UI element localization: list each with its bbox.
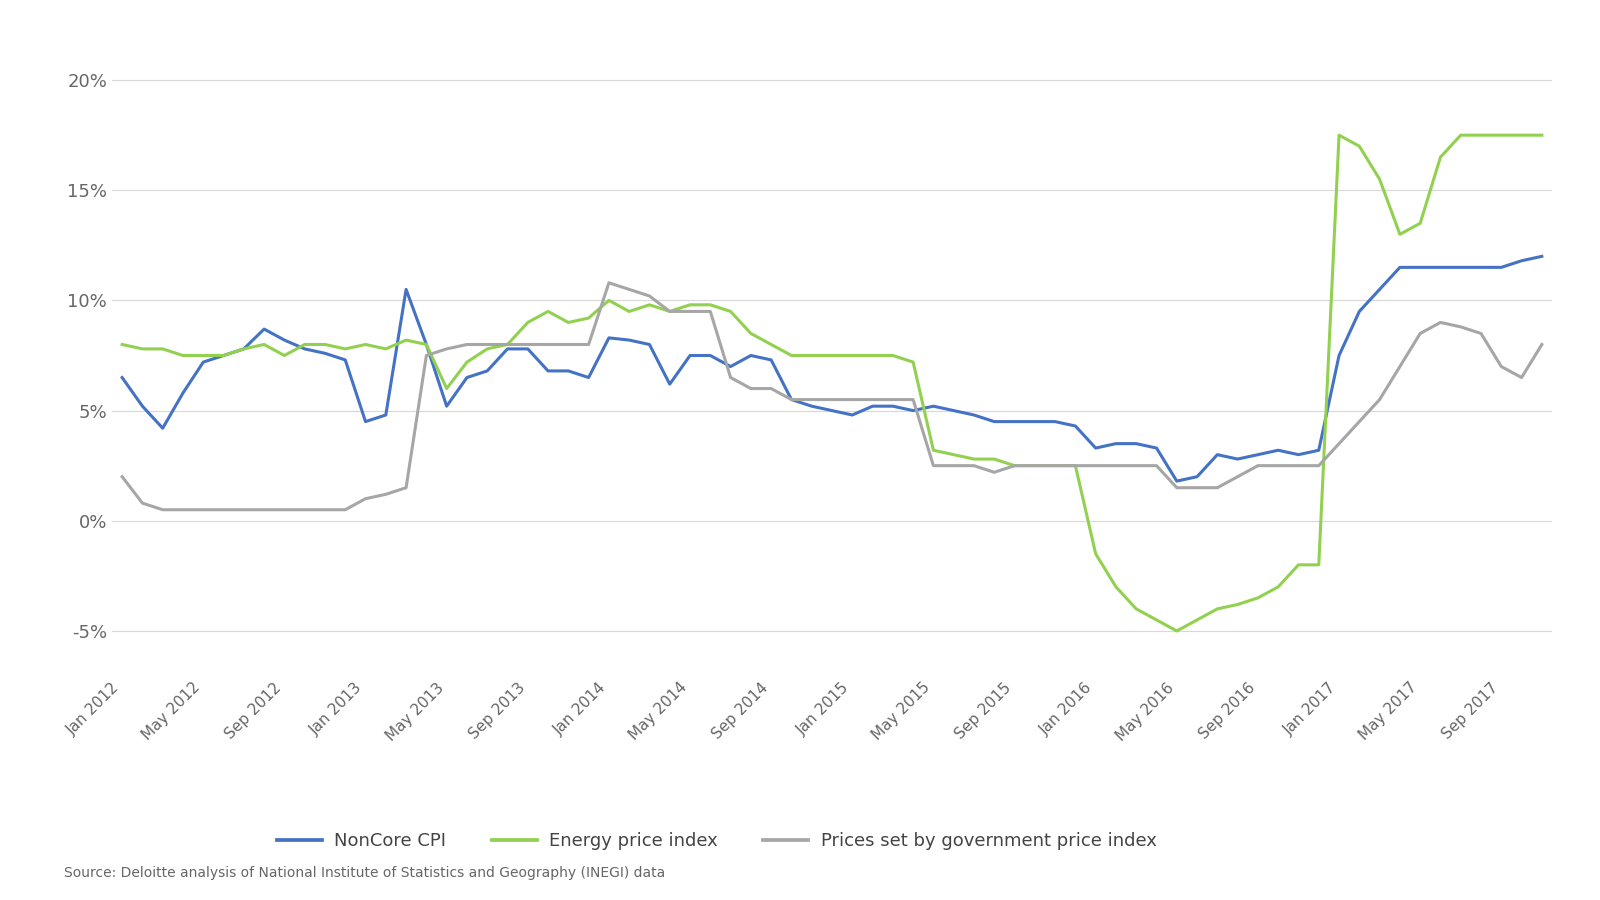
Text: Source: Deloitte analysis of National Institute of Statistics and Geography (INE: Source: Deloitte analysis of National In…: [64, 867, 666, 880]
Legend: NonCore CPI, Energy price index, Prices set by government price index: NonCore CPI, Energy price index, Prices …: [269, 825, 1165, 858]
